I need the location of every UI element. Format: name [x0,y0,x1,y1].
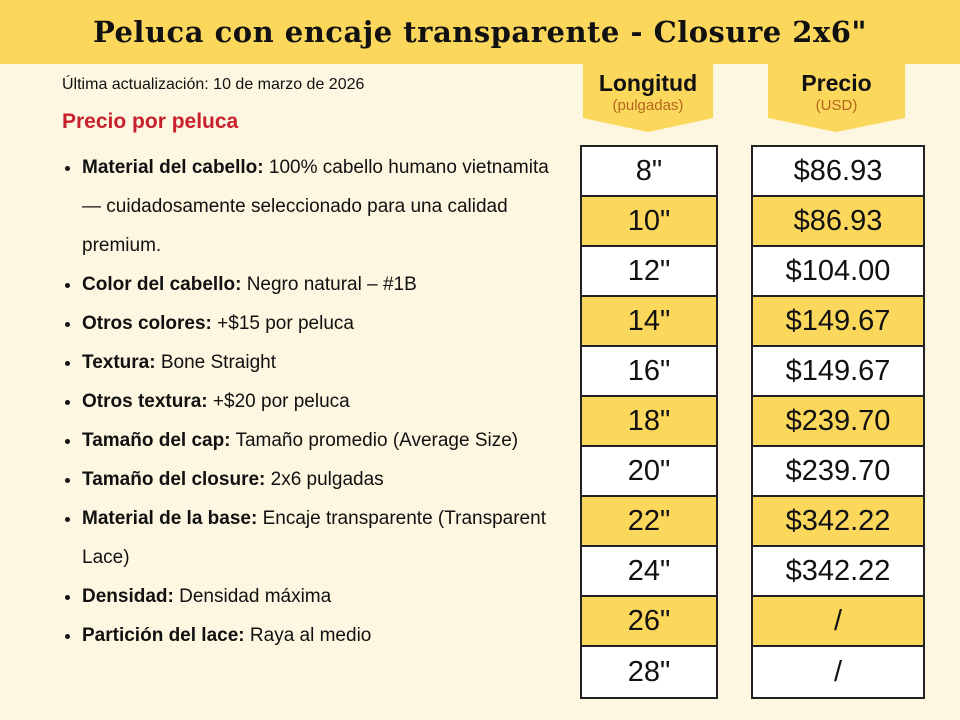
spec-item: Tamaño del closure: 2x6 pulgadas [82,460,562,499]
spec-label: Color del cabello: [82,274,242,295]
badge-shape [768,62,905,132]
price-label: Precio por peluca [62,110,239,133]
price-cell: / [753,597,923,647]
price-cell: $239.70 [753,447,923,497]
length-cell: 12" [582,247,716,297]
length-cell: 8" [582,147,716,197]
spec-value: 100% cabello humano vietnamita — cuidado… [82,157,549,256]
price-unit: (USD) [815,97,858,114]
price-cell: $149.67 [753,347,923,397]
price-cell: $86.93 [753,197,923,247]
length-header: Longitud (pulgadas) [583,62,713,132]
spec-label: Material del cabello: [82,157,264,178]
spec-item: Densidad: Densidad máxima [82,577,562,616]
spec-value: Negro natural – #1B [246,274,417,295]
spec-list: Material del cabello: 100% cabello human… [62,148,562,655]
spec-value: +$15 por peluca [217,313,354,334]
price-cell: $104.00 [753,247,923,297]
price-cell: / [753,647,923,697]
spec-value: Raya al medio [249,625,372,646]
spec-value: Bone Straight [160,352,276,373]
spec-value: Encaje transparente (Transparent Lace) [82,508,546,568]
spec-item: Textura: Bone Straight [82,343,562,382]
spec-value: Densidad máxima [179,586,332,607]
spec-item: Tamaño del cap: Tamaño promedio (Average… [82,421,562,460]
length-column: 8" 10" 12" 14" 16" 18" 20" 22" 24" 26" 28" [580,145,718,699]
price-header: Precio (USD) [768,62,905,132]
length-cell: 14" [582,297,716,347]
spec-label: Densidad: [82,586,174,607]
length-cell: 22" [582,497,716,547]
spec-label: Otros colores: [82,313,212,334]
price-cell: $86.93 [753,147,923,197]
length-cell: 24" [582,547,716,597]
length-cell: 26" [582,597,716,647]
price-cell: $342.22 [753,547,923,597]
price-cell: $149.67 [753,297,923,347]
price-cell: $239.70 [753,397,923,447]
length-cell: 28" [582,647,716,697]
length-cell: 20" [582,447,716,497]
spec-label: Tamaño del cap: [82,430,231,451]
spec-label: Textura: [82,352,156,373]
spec-label: Partición del lace: [82,625,245,646]
length-unit: (pulgadas) [612,97,684,114]
spec-label: Tamaño del closure: [82,469,266,490]
spec-item: Material del cabello: 100% cabello human… [82,148,562,265]
price-column: $86.93 $86.93 $104.00 $149.67 $149.67 $239.70… [751,145,925,699]
length-header-text: Longitud [598,70,698,96]
spec-item: Material de la base: Encaje transparente… [82,499,562,577]
length-cell: 10" [582,197,716,247]
spec-label: Otros textura: [82,391,208,412]
spec-item: Otros colores: +$15 por peluca [82,304,562,343]
spec-item: Partición del lace: Raya al medio [82,616,562,655]
badge-shape [583,62,713,132]
spec-value: 2x6 pulgadas [270,469,384,490]
price-header-text: Precio [801,70,872,96]
length-cell: 16" [582,347,716,397]
spec-item: Color del cabello: Negro natural – #1B [82,265,562,304]
length-cell: 18" [582,397,716,447]
price-cell: $342.22 [753,497,923,547]
spec-value: Tamaño promedio (Average Size) [235,430,519,451]
spec-label: Material de la base: [82,508,258,529]
spec-item: Otros textura: +$20 por peluca [82,382,562,421]
title-bar: Peluca con encaje transparente - Closure… [0,0,960,64]
title: Peluca con encaje transparente - Closure… [92,15,868,49]
updated-date: Última actualización: 10 de marzo de 202… [62,76,365,93]
spec-value: +$20 por peluca [212,391,350,412]
